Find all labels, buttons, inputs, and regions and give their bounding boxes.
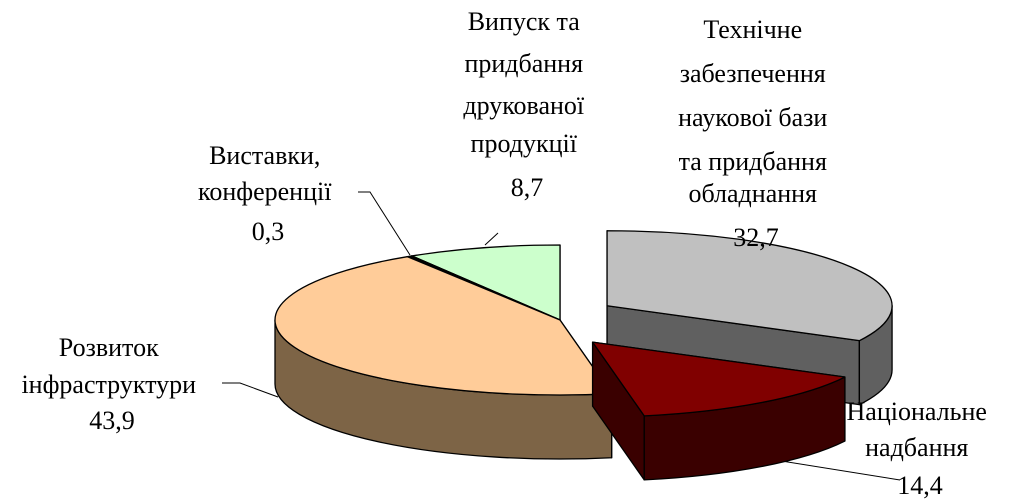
leader-line-infrastructure — [222, 382, 279, 398]
label-exhibitions-line-2: конференції — [198, 177, 332, 206]
pie-slices — [274, 230, 893, 481]
slice-infrastructure-top — [274, 256, 613, 396]
label-exhibitions-line-1: Виставки, — [209, 141, 320, 170]
label-printed-line-4: продукції — [471, 129, 578, 158]
slice-printed-top — [411, 244, 561, 321]
slice-technical-top — [606, 230, 893, 342]
value-national: 14,4 — [897, 471, 943, 500]
value-printed: 8,7 — [511, 173, 544, 202]
label-infrastructure-line-2: інфраструктури — [21, 370, 196, 399]
label-infrastructure: Розвиток інфраструктури 43,9 — [21, 333, 202, 435]
label-technical-line-1: Технічне — [703, 15, 802, 44]
label-technical-line-4: та придбання — [679, 147, 827, 176]
labels: Технічне забезпечення наукової бази та п… — [21, 7, 994, 500]
leader-line-printed — [484, 232, 499, 246]
value-technical: 32,7 — [733, 223, 779, 252]
slice-technical — [606, 230, 893, 406]
slice-national-top — [591, 341, 846, 417]
label-national-line-1: Національне — [847, 397, 987, 426]
label-technical-line-5: обладнання — [688, 179, 817, 208]
label-national-line-2: надбання — [865, 433, 968, 462]
value-exhibitions: 0,3 — [252, 217, 285, 246]
label-exhibitions: Виставки, конференції 0,3 — [198, 141, 338, 246]
label-technical: Технічне забезпечення наукової бази та п… — [678, 15, 834, 252]
label-printed-line-2: придбання — [464, 49, 583, 78]
label-infrastructure-line-1: Розвиток — [59, 333, 159, 362]
value-infrastructure: 43,9 — [89, 406, 135, 435]
leader-line-exhibitions — [358, 191, 411, 256]
label-technical-line-3: наукової бази — [678, 103, 827, 132]
slice-national — [591, 341, 846, 481]
label-printed-line-1: Випуск та — [468, 7, 581, 36]
label-printed-line-3: друкованої — [463, 91, 585, 120]
label-national: Національне надбання 14,4 — [847, 397, 994, 500]
label-technical-line-2: забезпечення — [680, 59, 826, 88]
slice-infrastructure — [274, 256, 613, 460]
label-printed: Випуск та придбання друкованої продукції… — [463, 7, 590, 202]
